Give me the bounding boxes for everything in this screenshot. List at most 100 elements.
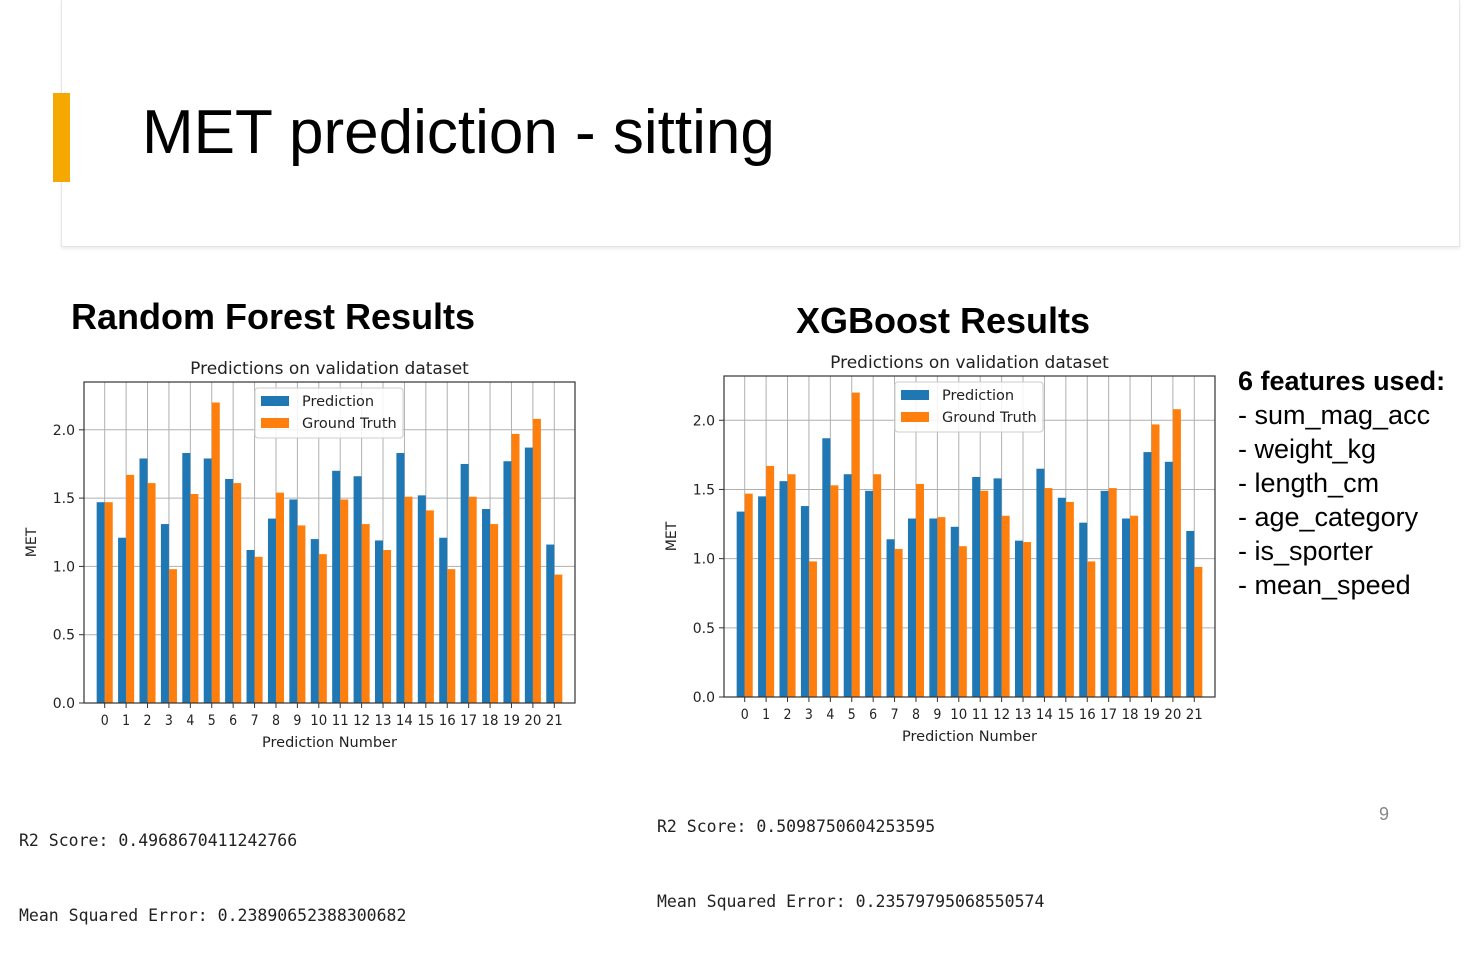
x-tick-label: 15 [417,713,434,729]
bar-ground-truth [404,496,413,703]
title-card [61,0,1460,247]
chart-title: Predictions on validation dataset [190,359,469,379]
bar-prediction [843,474,852,697]
x-tick-label: 2 [144,713,152,729]
y-tick-label: 2.0 [53,423,75,439]
x-tick-label: 13 [375,713,392,729]
feature-item: - is_sporter [1238,536,1374,566]
x-tick-label: 6 [229,713,237,729]
x-tick-label: 6 [869,707,877,723]
x-tick-label: 21 [546,713,563,729]
x-tick-label: 8 [272,713,280,729]
x-tick-label: 15 [1057,707,1074,723]
bar-prediction [289,499,298,703]
chart-title: Predictions on validation dataset [830,353,1109,373]
x-tick-label: 20 [1164,707,1181,723]
bar-ground-truth [554,574,563,703]
plot-frame [83,381,576,704]
bar-ground-truth [275,492,285,703]
y-tick-label: 1.0 [693,552,715,568]
x-tick-label: 10 [310,713,327,729]
bar-ground-truth [1194,566,1203,697]
x-tick-label: 4 [186,713,194,729]
random-forest-metrics: R2 Score: 0.4968670411242766 Mean Square… [19,778,406,953]
y-tick-label: 0.0 [53,696,75,712]
x-tick-label: 10 [950,707,967,723]
bar-prediction [524,447,533,703]
legend-swatch [901,390,929,400]
features-list: 6 features used: - sum_mag_acc - weight_… [1238,364,1445,602]
y-axis-label: MET [24,527,40,557]
legend-label: Prediction [302,394,374,410]
legend-swatch [261,396,289,406]
xgboost-title: XGBoost Results [796,300,1091,341]
bar-prediction [1057,497,1066,697]
bar-ground-truth [830,485,839,697]
rf-r2-score: R2 Score: 0.4968670411242766 [19,831,298,850]
bar-ground-truth [937,517,946,697]
title-accent-bar [53,93,70,182]
bar-ground-truth [744,493,753,697]
random-forest-title: Random Forest Results [71,296,476,337]
feature-item: - weight_kg [1238,434,1377,464]
bar-prediction [736,511,745,697]
legend-box [894,381,1044,433]
y-tick-label: 1.5 [53,491,75,507]
bar-prediction [1079,522,1088,697]
bar-ground-truth [233,483,242,703]
bar-prediction [1143,452,1152,697]
xgboost-chart: 0.00.51.01.52.00 1 2 3 4 5 6 7 8 9 10 11 12 13 14 15 16 1… [664,353,1216,745]
bar-ground-truth [532,418,541,703]
x-tick-label: 14 [1036,707,1053,723]
plot-frame [723,375,1216,698]
x-tick-label: 11 [332,713,349,729]
x-tick-label: 17 [1100,707,1117,723]
bar-ground-truth [254,556,263,703]
y-axis-label: MET [664,521,680,551]
bar-prediction [907,518,916,697]
xgb-mse: Mean Squared Error: 0.23579795068550574 [657,892,1045,911]
x-tick-label: 12 [353,713,370,729]
x-tick-label: 12 [993,707,1010,723]
y-tick-label: 1.5 [693,482,715,498]
bar-ground-truth [808,561,817,697]
bar-ground-truth [511,433,520,703]
bar-ground-truth [168,569,177,703]
x-tick-label: 3 [165,713,173,729]
y-tick-label: 2.0 [693,413,715,429]
random-forest-chart: 0.00.51.01.52.00 1 2 3 4 5 6 7 8 9 10 11 12 13 14 15 16 1… [24,359,576,751]
x-tick-label: 7 [891,707,899,723]
bar-prediction [96,502,105,703]
bar-prediction [310,539,319,703]
rf-mse: Mean Squared Error: 0.23890652388300682 [19,906,407,925]
bar-ground-truth [147,483,156,703]
bar-prediction [865,490,874,697]
x-tick-label: 19 [1143,707,1160,723]
x-tick-label: 4 [826,707,834,723]
x-tick-label: 16 [1079,707,1096,723]
legend-swatch [901,412,929,422]
y-tick-label: 1.0 [53,559,75,575]
x-tick-label: 3 [805,707,813,723]
y-tick-label: 0.0 [693,690,715,706]
bar-ground-truth [980,490,989,697]
bar-prediction [374,540,384,703]
bar-ground-truth [383,550,392,703]
bar-ground-truth [126,474,135,703]
bar-prediction [246,550,255,703]
bar-ground-truth [766,465,775,697]
x-axis-label: Prediction Number [262,735,397,751]
bar-prediction [160,524,169,703]
bar-ground-truth [1151,424,1160,697]
page-number: 9 [1379,804,1390,824]
bar-ground-truth [1130,515,1139,697]
legend-swatch [261,418,289,428]
x-tick-label: 11 [972,707,989,723]
bar-prediction [332,470,341,703]
bar-prediction [182,453,191,703]
x-tick-label: 21 [1186,707,1203,723]
x-tick-label: 18 [482,713,499,729]
bar-prediction [1186,530,1195,697]
bar-prediction [1122,518,1131,697]
bar-ground-truth [297,525,306,703]
